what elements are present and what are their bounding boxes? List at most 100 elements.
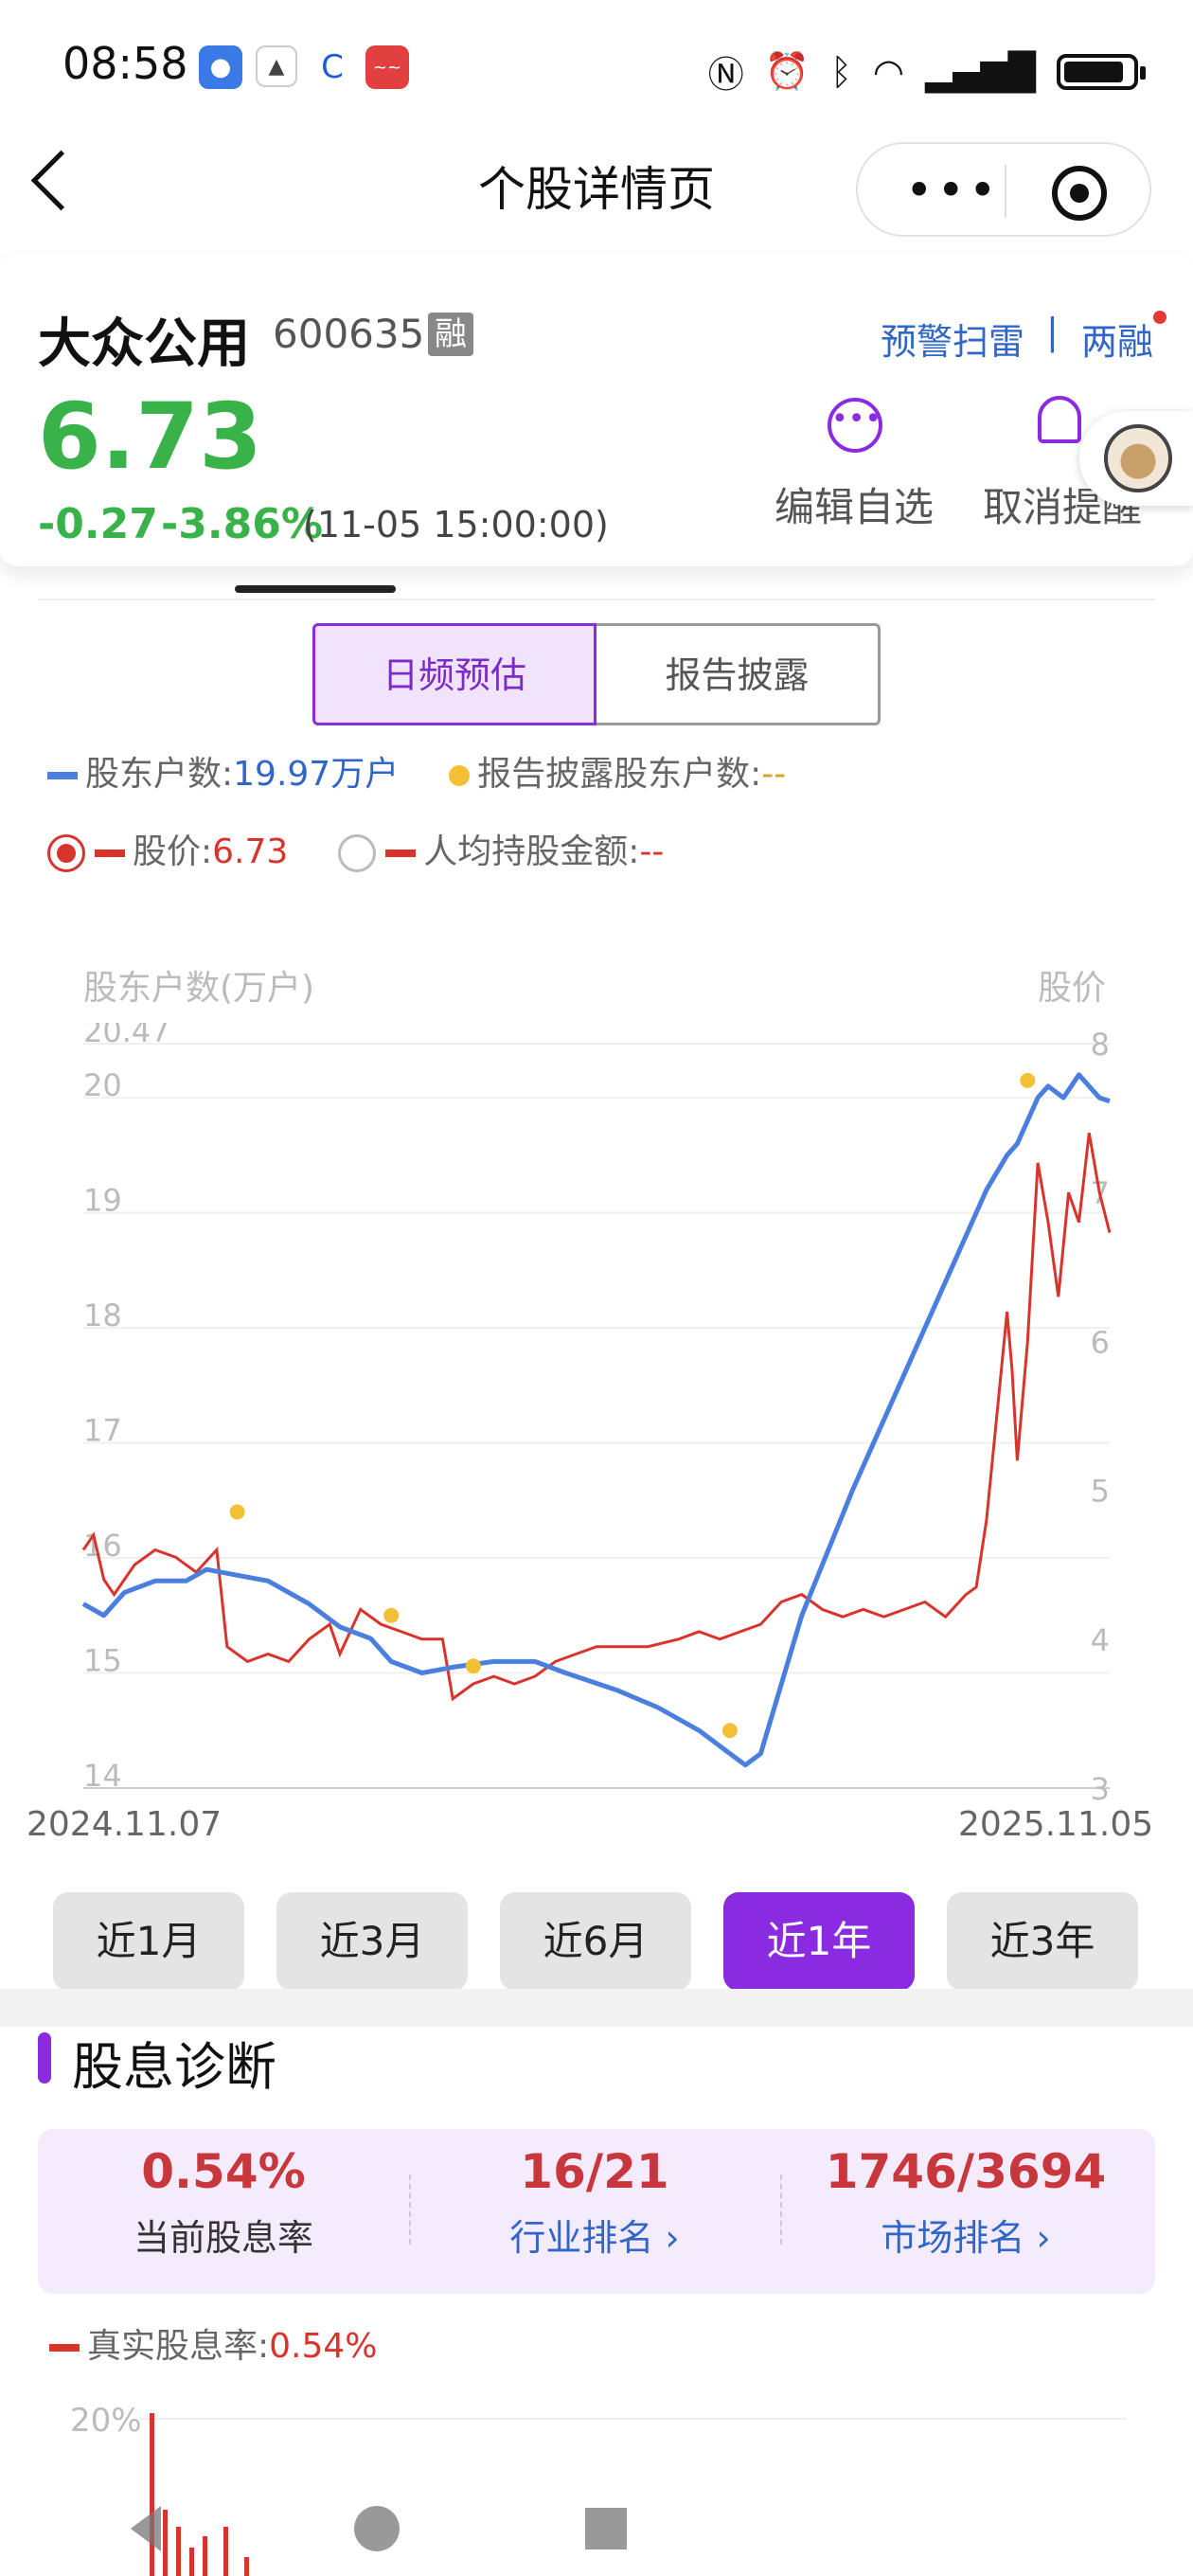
report-holders-point [721, 1723, 738, 1739]
margin-trading-link[interactable]: 两融 [1081, 321, 1154, 363]
nav-home-icon[interactable] [354, 2506, 400, 2551]
left-axis-tick: 17 [83, 1413, 122, 1449]
x-end-date: 2025.11.05 [958, 1805, 1154, 1844]
floating-assistant-button[interactable] [1079, 411, 1193, 506]
report-holders-legend-icon [449, 765, 471, 786]
holders-legend-icon [47, 772, 78, 779]
link-separator: | [1046, 311, 1059, 352]
alarm-icon: ⏰ [764, 50, 810, 92]
divider [409, 2174, 411, 2245]
stock-name: 大众公用 [38, 313, 250, 375]
dividend-bar [189, 2548, 194, 2576]
right-axis-tick: 5 [1091, 1474, 1110, 1510]
nav-recents-icon[interactable] [585, 2508, 627, 2549]
price-radio[interactable] [47, 834, 85, 872]
price-legend-icon [95, 850, 125, 857]
left-axis-tick: 20 [83, 1067, 122, 1103]
report-holders-point [1020, 1072, 1036, 1088]
period-3y-button[interactable]: 近3年 [947, 1892, 1138, 1991]
report-holders-point [465, 1658, 481, 1674]
chevron-right-icon: › [1036, 2217, 1051, 2259]
margin-badge: 融 [428, 313, 473, 356]
current-rate-col: 0.54% 当前股息率 [38, 2144, 409, 2261]
price-change: -0.27 [38, 500, 158, 548]
page-title: 个股详情页 [478, 162, 715, 217]
legend-price-row: 股价:6.73 人均持股金额:-- [47, 824, 664, 873]
industry-rank-col[interactable]: 16/21 行业排名 › [409, 2144, 780, 2261]
holders-value: 19.97万户 [233, 755, 400, 794]
current-rate-label: 当前股息率 [133, 2217, 313, 2259]
dividend-bar [150, 2413, 154, 2576]
per-capita-value: -- [639, 832, 665, 871]
report-holders-point [229, 1504, 245, 1520]
system-navigation-bar [131, 2506, 627, 2551]
real-dividend-legend: 真实股息率:0.54% [49, 2318, 378, 2368]
nav-back-icon[interactable] [131, 2506, 161, 2551]
market-rank-col[interactable]: 1746/3694 市场排名 › [780, 2144, 1151, 2261]
left-axis-tick: 20.47 [83, 1023, 170, 1049]
right-axis-tick: 4 [1091, 1622, 1110, 1658]
signal-icon: ▂▄▆█ [925, 50, 1036, 93]
edit-watchlist-button[interactable]: 编辑自选 [775, 484, 935, 530]
period-1m-button[interactable]: 近1月 [53, 1892, 244, 1991]
current-rate-value: 0.54% [141, 2144, 306, 2199]
browser-icon: C [311, 45, 354, 89]
dividend-bar [223, 2527, 228, 2576]
assistant-icon [1104, 424, 1172, 492]
mini-program-capsule: ••• [856, 142, 1151, 237]
left-axis-tick: 15 [83, 1643, 122, 1679]
status-right-icons: Ⓝ ⏰ ᛒ ◠ ▂▄▆█ [707, 45, 1146, 98]
tab-report-disclosure[interactable]: 报告披露 [596, 623, 881, 725]
price-change-pct: -3.86% [161, 500, 323, 548]
drag-handle[interactable] [235, 585, 396, 593]
right-axis-title: 股价 [1038, 969, 1107, 1008]
industry-rank-value: 16/21 [520, 2144, 669, 2199]
alert-scan-link[interactable]: 预警扫雷 [881, 321, 1025, 363]
left-axis-tick: 14 [83, 1758, 122, 1794]
battery-icon [1057, 53, 1146, 90]
period-3m-button[interactable]: 近3月 [276, 1892, 468, 1991]
market-rank-link[interactable]: 市场排名 › [881, 2217, 1051, 2259]
market-rank-value: 1746/3694 [825, 2144, 1107, 2199]
dividend-bar [163, 2510, 168, 2576]
quote-timestamp: (11-05 15:00:00) [303, 504, 609, 546]
dividend-bar [244, 2557, 249, 2576]
notification-dot [1153, 311, 1166, 324]
stock-header-card [0, 254, 1193, 566]
bell-icon[interactable] [1038, 396, 1081, 443]
message-icon: ● [199, 45, 242, 89]
period-1y-button[interactable]: 近1年 [723, 1892, 915, 1991]
dividend-bar [176, 2527, 181, 2576]
per-capita-radio[interactable] [338, 834, 377, 872]
right-axis-tick: 6 [1091, 1324, 1110, 1360]
per-capita-legend-icon [385, 850, 417, 857]
report-holders-point [383, 1607, 400, 1623]
right-axis-tick: 8 [1091, 1027, 1110, 1063]
nfc-icon: Ⓝ [707, 54, 744, 96]
chevron-right-icon: › [665, 2217, 680, 2259]
dividend-chart [140, 2413, 1127, 2576]
divider [780, 2174, 782, 2245]
more-icon[interactable]: ••• [905, 163, 1001, 218]
report-holders-value: -- [761, 755, 787, 794]
period-6m-button[interactable]: 近6月 [500, 1892, 691, 1991]
left-axis-title: 股东户数(万户) [83, 969, 315, 1008]
tab-daily-estimate[interactable]: 日频预估 [312, 623, 596, 725]
holders-series-line [81, 1072, 1111, 1768]
x-start-date: 2024.11.07 [27, 1805, 223, 1844]
close-miniprogram-icon[interactable] [1052, 166, 1107, 221]
section-accent-bar [38, 2032, 51, 2084]
left-axis-tick: 19 [83, 1183, 122, 1219]
status-time: 08:58 [62, 38, 188, 89]
edit-watchlist-icon[interactable]: ••• [828, 398, 882, 453]
wifi-icon: ◠ [872, 50, 905, 93]
dividend-summary-card [38, 2129, 1155, 2294]
stock-code: 600635 [273, 311, 425, 357]
left-axis-tick: 16 [83, 1528, 122, 1564]
left-axis-tick: 18 [83, 1297, 122, 1333]
stock-app-icon: ~~ [365, 45, 409, 89]
app-icon: ▲ [256, 45, 297, 87]
industry-rank-link[interactable]: 行业排名 › [509, 2217, 680, 2259]
dividend-chart-tick: 20% [70, 2402, 142, 2440]
